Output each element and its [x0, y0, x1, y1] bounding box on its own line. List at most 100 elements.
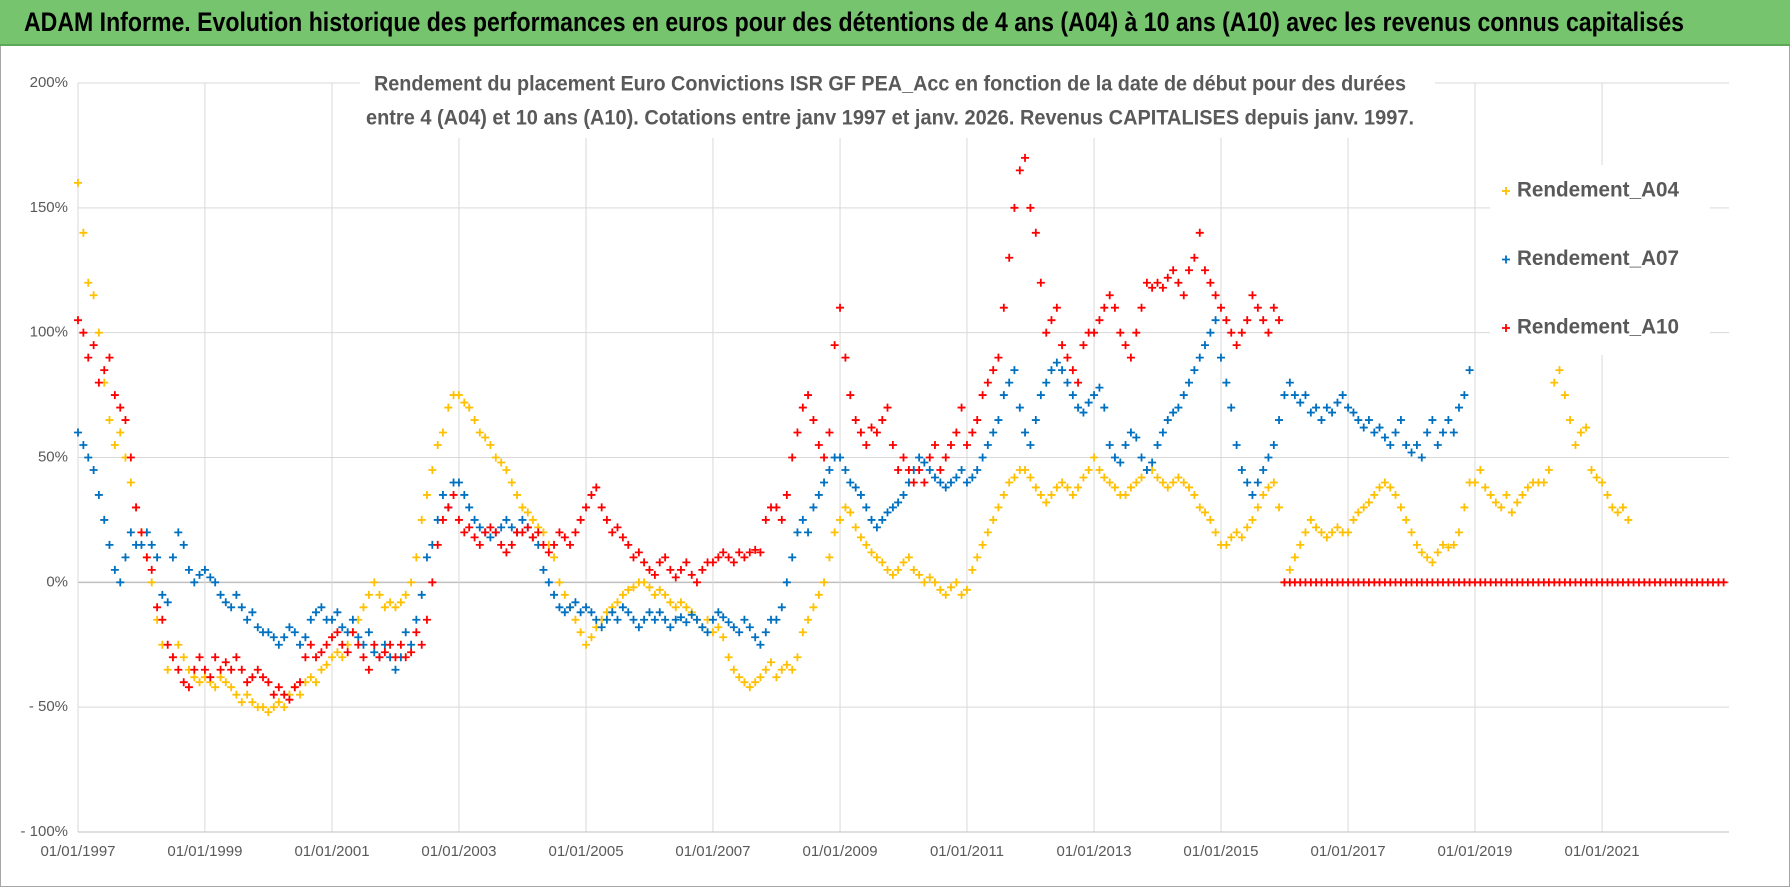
point: [1021, 465, 1030, 474]
point: [582, 640, 591, 649]
point: [328, 633, 337, 642]
point: [1370, 428, 1379, 437]
point: [978, 540, 987, 549]
point: [1047, 316, 1056, 325]
point: [407, 640, 416, 649]
point: [624, 540, 633, 549]
y-tick-label: 0%: [46, 573, 68, 590]
point: [338, 640, 347, 649]
point: [1264, 328, 1273, 337]
point: [502, 465, 511, 474]
x-tick-label: 01/01/2011: [930, 843, 1004, 860]
point: [274, 698, 283, 707]
point: [566, 603, 575, 612]
point: [1433, 548, 1442, 557]
point: [518, 528, 527, 537]
point: [264, 628, 273, 637]
x-tick-label: 01/01/2001: [294, 843, 369, 860]
point: [94, 328, 103, 337]
point: [1598, 478, 1607, 487]
point: [640, 578, 649, 587]
point: [582, 603, 591, 612]
point: [258, 703, 267, 712]
point: [798, 403, 807, 412]
point: [184, 683, 193, 692]
point: [105, 353, 114, 362]
point: [460, 398, 469, 407]
point: [74, 316, 82, 325]
point: [915, 453, 924, 462]
point: [1624, 515, 1633, 524]
point: [841, 353, 850, 362]
point: [814, 441, 823, 450]
point: [1121, 490, 1130, 499]
point: [1142, 278, 1151, 287]
point: [820, 478, 829, 487]
point: [587, 608, 596, 617]
x-tick-label: 01/01/2009: [803, 843, 878, 860]
point: [724, 618, 733, 627]
point: [475, 428, 484, 437]
point: [364, 590, 373, 599]
point: [200, 665, 209, 674]
point: [370, 648, 379, 657]
point: [491, 528, 500, 537]
point: [1513, 498, 1522, 507]
point: [930, 473, 939, 482]
point: [1105, 441, 1114, 450]
point: [444, 403, 453, 412]
point: [825, 465, 834, 474]
point: [221, 658, 230, 667]
point: [645, 608, 654, 617]
point: [296, 640, 305, 649]
point: [872, 553, 881, 562]
point: [915, 570, 924, 579]
point: [592, 483, 601, 492]
point: [634, 623, 643, 632]
point: [761, 665, 770, 674]
point: [1264, 483, 1273, 492]
point: [888, 503, 897, 512]
point: [375, 590, 384, 599]
point: [597, 623, 606, 632]
x-tick-label: 01/01/2013: [1057, 843, 1132, 860]
point: [190, 673, 199, 682]
point: [1116, 328, 1125, 337]
point: [216, 673, 225, 682]
point: [777, 665, 786, 674]
point: [1105, 291, 1114, 300]
point: [751, 678, 760, 687]
point: [312, 608, 321, 617]
x-tick-label: 01/01/2005: [548, 843, 623, 860]
point: [518, 503, 527, 512]
point: [676, 598, 685, 607]
point: [1248, 515, 1257, 524]
point: [539, 540, 548, 549]
point: [211, 683, 220, 692]
point: [650, 570, 659, 579]
point: [1216, 353, 1225, 362]
point: [1222, 378, 1231, 387]
point: [412, 615, 421, 624]
point: [1354, 416, 1363, 425]
point: [1200, 508, 1209, 517]
point: [804, 528, 813, 537]
point: [253, 623, 262, 632]
points: [74, 153, 1728, 717]
point: [264, 708, 273, 717]
point: [930, 578, 939, 587]
point: [438, 515, 447, 524]
point: [1359, 503, 1368, 512]
point: [1359, 423, 1368, 432]
point: [100, 515, 109, 524]
point: [804, 615, 813, 624]
point: [1200, 341, 1209, 350]
point: [1364, 498, 1373, 507]
point: [1169, 266, 1178, 275]
point: [1618, 503, 1627, 512]
point: [1010, 473, 1019, 482]
point: [1195, 353, 1204, 362]
point: [475, 523, 484, 532]
point: [1486, 490, 1495, 499]
point: [983, 378, 992, 387]
